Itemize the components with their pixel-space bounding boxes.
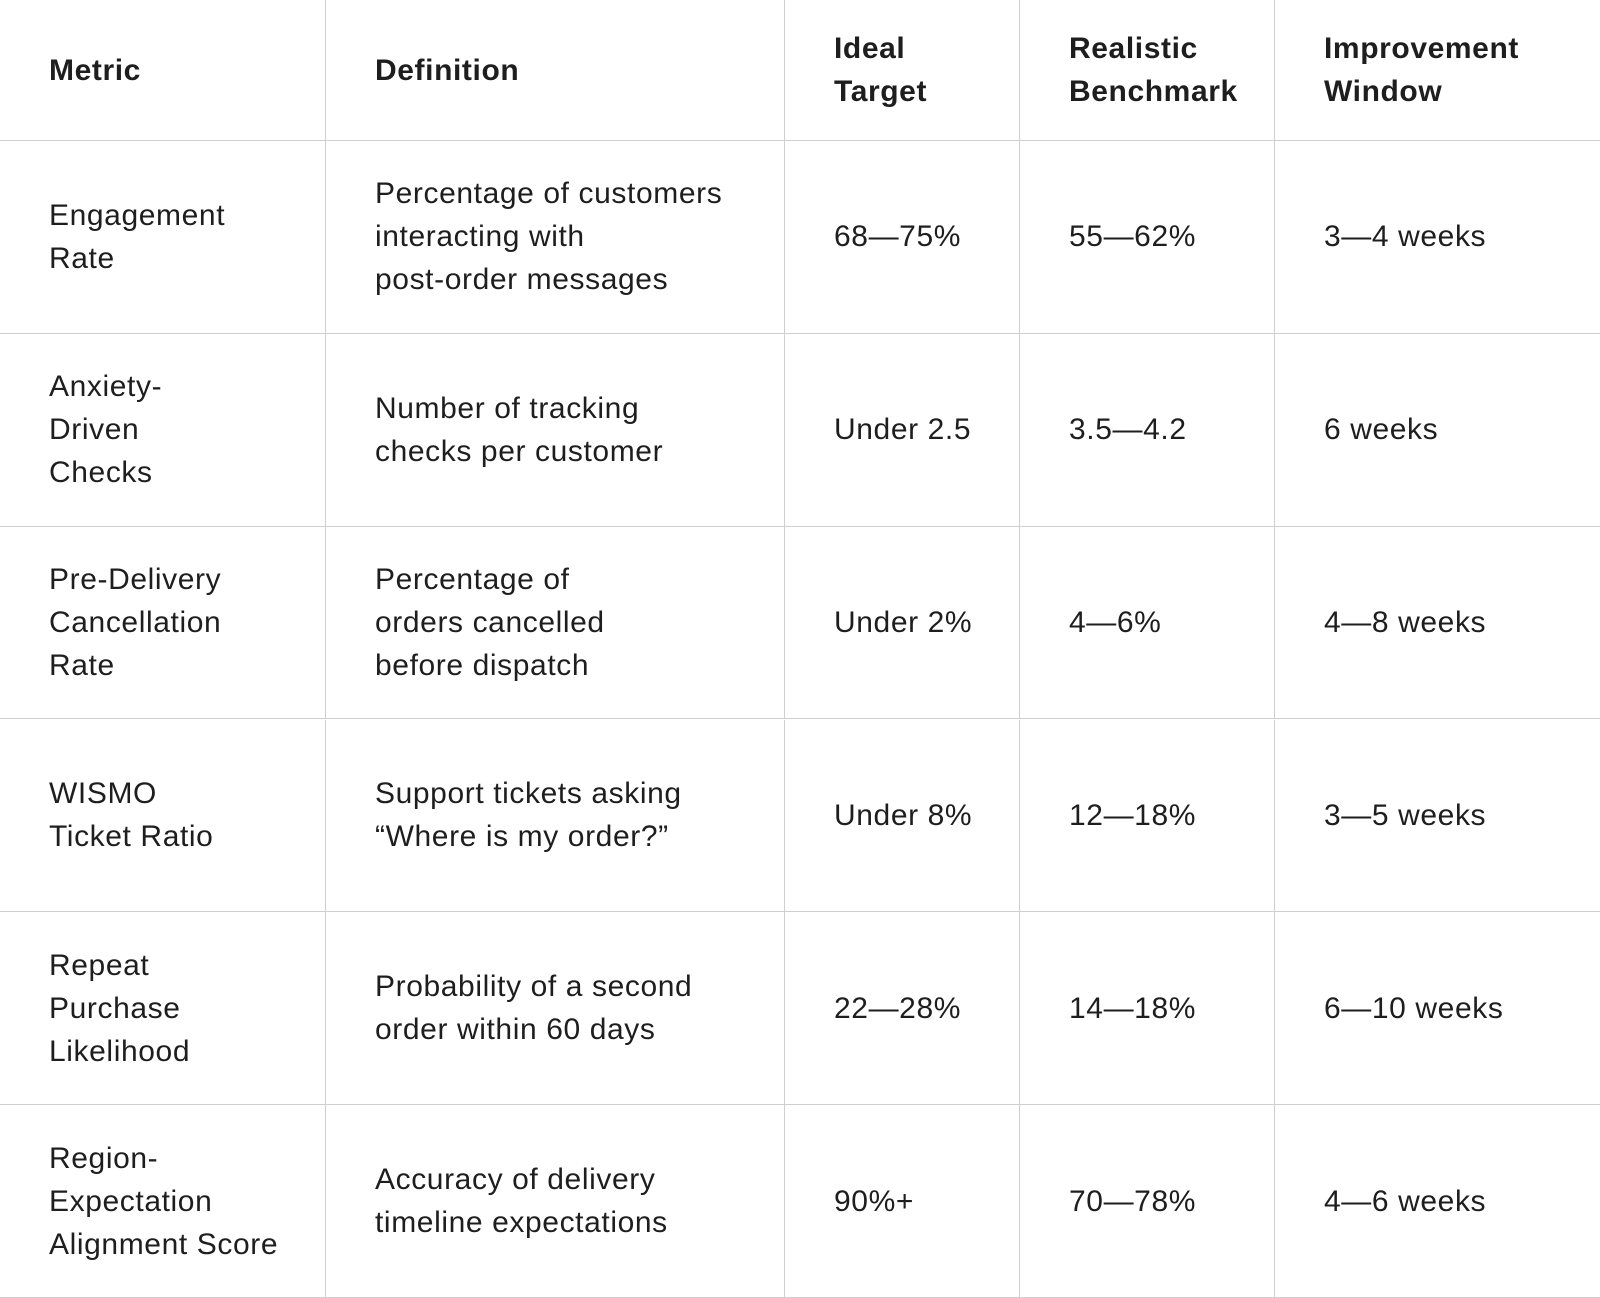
cell-text: Realistic — [1069, 32, 1198, 65]
cell-text: Likelihood — [49, 1034, 191, 1068]
table-cell: Repeat Purchase Likelihood — [0, 912, 326, 1106]
table-cell: Anxiety- Driven Checks — [0, 333, 326, 527]
table-cell: Region- Expectation Alignment Score — [0, 1105, 326, 1298]
cell-text: Rate — [49, 649, 115, 683]
cell-text: Under 2.5 — [834, 413, 972, 447]
table-cell: Percentage of customers interacting with p… — [326, 141, 785, 334]
cell-text: Cancellation — [49, 606, 222, 640]
table-cell: 55—62% — [1020, 141, 1275, 334]
cell-text: “Where is my order?” — [375, 820, 669, 854]
cell-text: Window — [1324, 75, 1443, 108]
cell-text: Purchase — [49, 991, 181, 1025]
table-cell: 6—10 weeks — [1275, 912, 1600, 1106]
cell-text: Accuracy of delivery — [375, 1163, 656, 1197]
cell-text: post-order messages — [375, 263, 669, 297]
cell-text: Under 2% — [834, 606, 973, 640]
cell-text: 90%+ — [834, 1184, 914, 1218]
table-cell: 6 weeks — [1275, 334, 1600, 527]
header-cell: Improvement Window — [1275, 0, 1600, 141]
table-cell: 3—4 weeks — [1275, 141, 1600, 334]
cell-text: WISMO — [49, 777, 157, 811]
cell-text: Alignment Score — [49, 1227, 279, 1261]
cell-text: checks per customer — [375, 434, 664, 468]
table-cell: 3.5—4.2 — [1020, 333, 1275, 527]
cell-text: 6—10 weeks — [1324, 991, 1504, 1025]
table-cell: Under 2.5 — [785, 333, 1020, 527]
table-cell: Under 8% — [785, 719, 1020, 913]
table-cell: Accuracy of delivery timeline expectation… — [326, 1105, 785, 1298]
cell-text: 3—4 weeks — [1324, 220, 1487, 254]
table-cell: Percentage of orders cancelled before disp… — [326, 526, 785, 720]
cell-text: Definition — [375, 53, 520, 87]
table-cell: Probability of a second order within 60 d… — [326, 912, 785, 1106]
cell-text: Region- — [49, 1141, 159, 1175]
cell-text: Checks — [49, 456, 153, 490]
table-cell: Under 2% — [785, 526, 1020, 720]
cell-text: 6 weeks — [1324, 413, 1439, 447]
cell-text: Rate — [49, 241, 115, 275]
table-cell: 12—18% — [1020, 719, 1275, 913]
cell-text: Anxiety- — [49, 370, 163, 404]
cell-text: 4—8 weeks — [1324, 606, 1487, 640]
header-cell: Metric — [0, 0, 326, 141]
cell-text: 3—5 weeks — [1324, 798, 1487, 832]
cell-text: Driven — [49, 413, 140, 447]
table-cell: Pre-Delivery Cancellation Rate — [0, 526, 326, 720]
table-cell: Support tickets asking “Where is my order… — [326, 719, 785, 913]
cell-text: 3.5—4.2 — [1069, 413, 1187, 447]
cell-text: Benchmark — [1069, 75, 1238, 108]
cell-text: order within 60 days — [375, 1013, 656, 1047]
cell-text: Pre-Delivery — [49, 563, 222, 597]
cell-text: 4—6 weeks — [1324, 1184, 1487, 1218]
cell-text: Under 8% — [834, 798, 973, 832]
cell-text: timeline expectations — [375, 1206, 668, 1240]
cell-text: Repeat — [49, 948, 150, 982]
table-cell: 22—28% — [785, 912, 1020, 1106]
cell-text: 12—18% — [1069, 798, 1197, 832]
cell-text: 68—75% — [834, 220, 962, 254]
table-cell: 4—6 weeks — [1275, 1105, 1600, 1298]
cell-text: Expectation — [49, 1184, 213, 1218]
table-cell: 4—8 weeks — [1275, 527, 1600, 720]
table-cell: 70—78% — [1020, 1105, 1275, 1298]
cell-text: Percentage of customers — [375, 177, 723, 211]
cell-text: Percentage of — [375, 563, 570, 597]
table-cell: 90%+ — [785, 1105, 1020, 1298]
cell-text: Ideal — [834, 32, 906, 65]
cell-text: Target — [834, 75, 928, 108]
cell-text: Improvement — [1324, 32, 1519, 65]
cell-text: Number of tracking — [375, 391, 640, 425]
table-cell: WISMO Ticket Ratio — [0, 719, 326, 913]
cell-text: interacting with — [375, 220, 585, 254]
cell-text: orders cancelled — [375, 606, 605, 640]
cell-text: before dispatch — [375, 649, 590, 683]
cell-text: Engagement — [49, 198, 226, 232]
table-cell: 68—75% — [785, 141, 1020, 334]
header-cell: Ideal Target — [785, 0, 1020, 141]
header-cell: Realistic Benchmark — [1020, 0, 1275, 141]
header-cell: Definition — [326, 0, 785, 141]
cell-text: Metric — [49, 53, 141, 87]
cell-text: 22—28% — [834, 991, 962, 1025]
table-cell: 14—18% — [1020, 912, 1275, 1106]
cell-text: Ticket Ratio — [49, 820, 214, 854]
cell-text: Support tickets asking — [375, 777, 682, 811]
cell-text: 70—78% — [1069, 1184, 1197, 1218]
cell-text: Probability of a second — [375, 970, 693, 1004]
cell-text: 55—62% — [1069, 220, 1197, 254]
cell-text: 14—18% — [1069, 991, 1197, 1025]
table-cell: Number of tracking checks per customer — [326, 333, 785, 527]
table-cell: Engagement Rate — [0, 141, 326, 334]
cell-text: 4—6% — [1069, 606, 1162, 640]
table-cell: 3—5 weeks — [1275, 720, 1600, 913]
table-cell: 4—6% — [1020, 526, 1275, 720]
